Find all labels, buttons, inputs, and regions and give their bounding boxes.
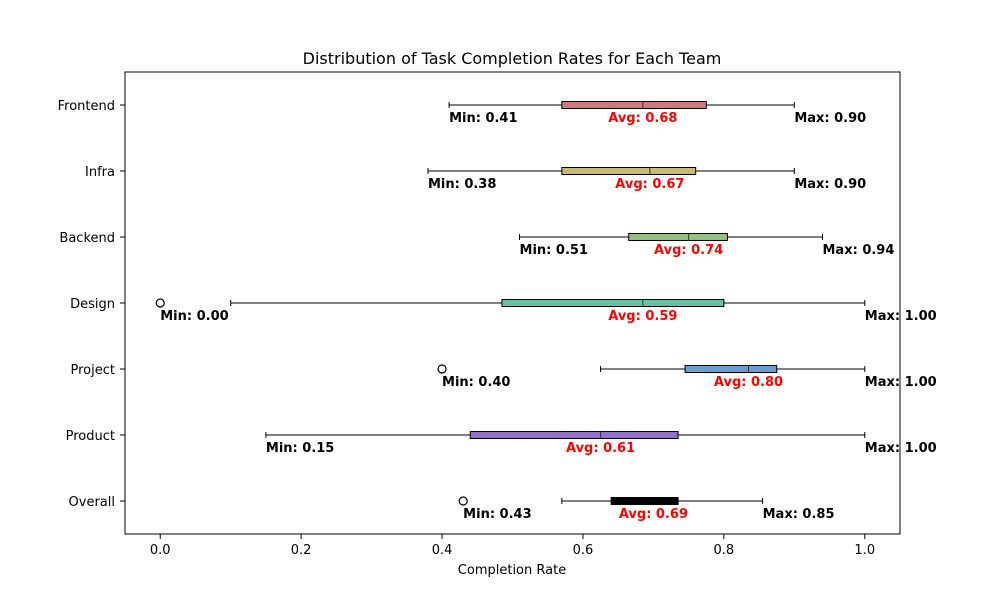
max-annotation: Max: 0.90 <box>794 177 866 192</box>
x-tick-label: 1.0 <box>854 543 875 558</box>
max-annotation: Max: 0.90 <box>794 111 866 126</box>
box-frontend <box>448 101 795 109</box>
min-annotation: Min: 0.41 <box>449 111 517 126</box>
boxes-layer <box>155 101 866 506</box>
avg-annotation: Avg: 0.80 <box>714 375 783 390</box>
box-iqr <box>561 101 707 109</box>
outlier-point <box>155 298 165 308</box>
min-annotation: Min: 0.40 <box>442 375 510 390</box>
box-project <box>437 364 866 374</box>
x-axis: 0.0 0.2 0.4 0.6 0.8 1.0 <box>150 534 875 558</box>
y-tick-label: Overall <box>69 495 115 510</box>
y-tick-label: Infra <box>85 165 115 180</box>
y-tick-label: Backend <box>59 231 115 246</box>
y-tick-label: Project <box>71 363 115 378</box>
max-annotation: Max: 0.94 <box>823 243 895 258</box>
x-tick-label: 0.6 <box>573 543 594 558</box>
max-annotation: Max: 1.00 <box>865 441 937 456</box>
y-tick-label: Product <box>66 429 115 444</box>
x-tick-label: 0.2 <box>291 543 312 558</box>
box-infra <box>427 167 795 175</box>
avg-annotation: Avg: 0.59 <box>608 309 677 324</box>
outlier-point <box>458 496 468 506</box>
y-tick-label: Frontend <box>58 99 115 114</box>
box-iqr <box>628 233 728 241</box>
min-annotation: Min: 0.38 <box>428 177 496 192</box>
avg-annotation: Avg: 0.74 <box>654 243 723 258</box>
box-iqr <box>501 299 725 307</box>
min-annotation: Min: 0.15 <box>266 441 334 456</box>
min-annotation: Min: 0.51 <box>520 243 588 258</box>
avg-annotation: Avg: 0.61 <box>566 441 635 456</box>
x-axis-label: Completion Rate <box>458 563 566 578</box>
y-axis: Frontend Infra Backend Design Project Product… <box>58 99 125 510</box>
outlier-point <box>437 364 447 374</box>
min-annotation: Min: 0.43 <box>463 507 531 522</box>
box-backend <box>519 233 823 241</box>
box-product <box>265 431 866 439</box>
box-iqr <box>610 497 679 505</box>
avg-annotation: Avg: 0.69 <box>619 507 688 522</box>
chart-title: Distribution of Task Completion Rates fo… <box>303 49 722 68</box>
max-annotation: Max: 0.85 <box>763 507 835 522</box>
box-iqr <box>561 167 697 175</box>
y-tick-label: Design <box>70 297 115 312</box>
min-annotation: Min: 0.00 <box>160 309 228 324</box>
avg-annotation: Avg: 0.67 <box>615 177 684 192</box>
max-annotation: Max: 1.00 <box>865 309 937 324</box>
box-iqr <box>684 365 778 373</box>
avg-annotation: Avg: 0.68 <box>608 111 677 126</box>
x-tick-label: 0.8 <box>714 543 735 558</box>
x-tick-label: 0.4 <box>432 543 453 558</box>
annotations-layer: Min: 0.41 Avg: 0.68 Max: 0.90 Min: 0.38 Avg:… <box>160 111 936 522</box>
box-design <box>155 298 866 308</box>
max-annotation: Max: 1.00 <box>865 375 937 390</box>
box-overall <box>458 496 764 506</box>
box-iqr <box>469 431 679 439</box>
x-tick-label: 0.0 <box>150 543 171 558</box>
